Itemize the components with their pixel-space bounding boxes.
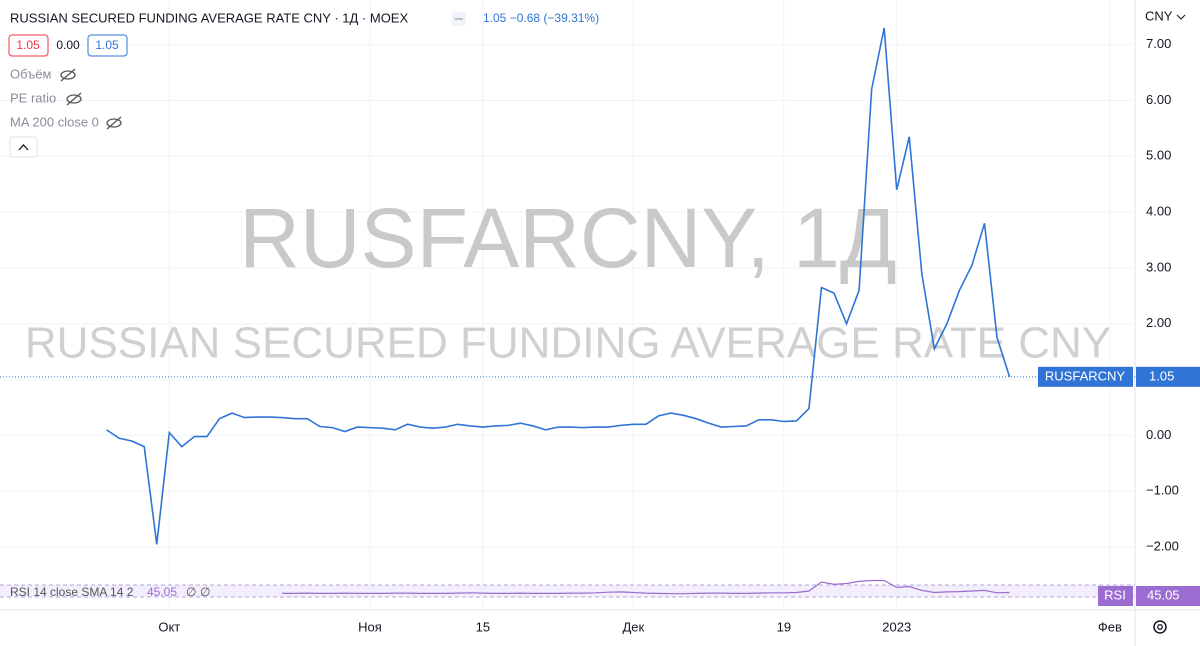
price-change: 1.05 −0.68 (−39.31%) [483,11,599,25]
y-tick-label: 0.00 [1146,427,1171,442]
chart-title: RUSSIAN SECURED FUNDING AVERAGE RATE CNY… [10,10,408,25]
hidden-icons [60,68,122,130]
symbol-label: RUSFARCNY [1045,368,1126,383]
y-tick-label: −2.00 [1146,539,1179,554]
quote-bid: 1.05 [16,38,40,52]
quote-ask: 1.05 [95,38,119,52]
rsi-label: RSI 14 close SMA 14 2 [10,585,134,599]
rsi-last-label: 45.05 [1147,587,1180,602]
watermark-description: RUSSIAN SECURED FUNDING AVERAGE RATE CNY [25,319,1111,368]
y-tick-label: 6.00 [1146,92,1171,107]
rsi-value: 45.05 [147,585,177,599]
collapse-button[interactable] [9,136,38,158]
indicator-label[interactable]: MA 200 close 0 [10,114,99,129]
collapse-icon [18,144,29,151]
y-tick-label: 3.00 [1146,259,1171,274]
rsi-line [282,579,1010,595]
rsi-param: ∅ [186,585,196,599]
currency-label[interactable]: CNY [1145,8,1173,23]
y-tick-label: 2.00 [1146,315,1171,330]
indicator-label[interactable]: Объём [10,66,51,81]
x-tick-label: 19 [777,619,791,634]
indicator-label[interactable]: PE ratio [10,90,56,105]
rsi-name-bg [1098,586,1133,606]
quote-box [87,34,128,57]
rsi-name: RSI [1104,587,1126,602]
symbol-label-bg [1038,366,1133,387]
quote-box [8,34,49,57]
settings-icon[interactable] [1153,620,1167,634]
quote-spread: 0.00 [56,38,80,52]
grid [0,0,1135,610]
rsi-last-bg [1136,586,1200,606]
y-tick-label: 5.00 [1146,148,1171,163]
watermark-symbol: RUSFARCNY, 1Д [239,191,897,285]
x-tick-label: Дек [622,619,644,634]
last-price-label: 1.05 [1149,368,1174,383]
x-tick-label: 15 [476,619,490,634]
x-tick-label: 2023 [882,619,911,634]
x-tick-label: Фев [1098,619,1122,634]
currency-arrow [1176,14,1186,20]
price-line [106,27,1011,545]
y-tick-label: −1.00 [1146,483,1179,498]
y-tick-label: 7.00 [1146,36,1171,51]
last-price-bg [1136,366,1200,387]
plot [0,27,1135,595]
x-tick-label: Ноя [358,619,382,634]
rsi-param: ∅ [200,585,210,599]
y-tick-label: 4.00 [1146,204,1171,219]
x-tick-label: Окт [158,619,180,634]
